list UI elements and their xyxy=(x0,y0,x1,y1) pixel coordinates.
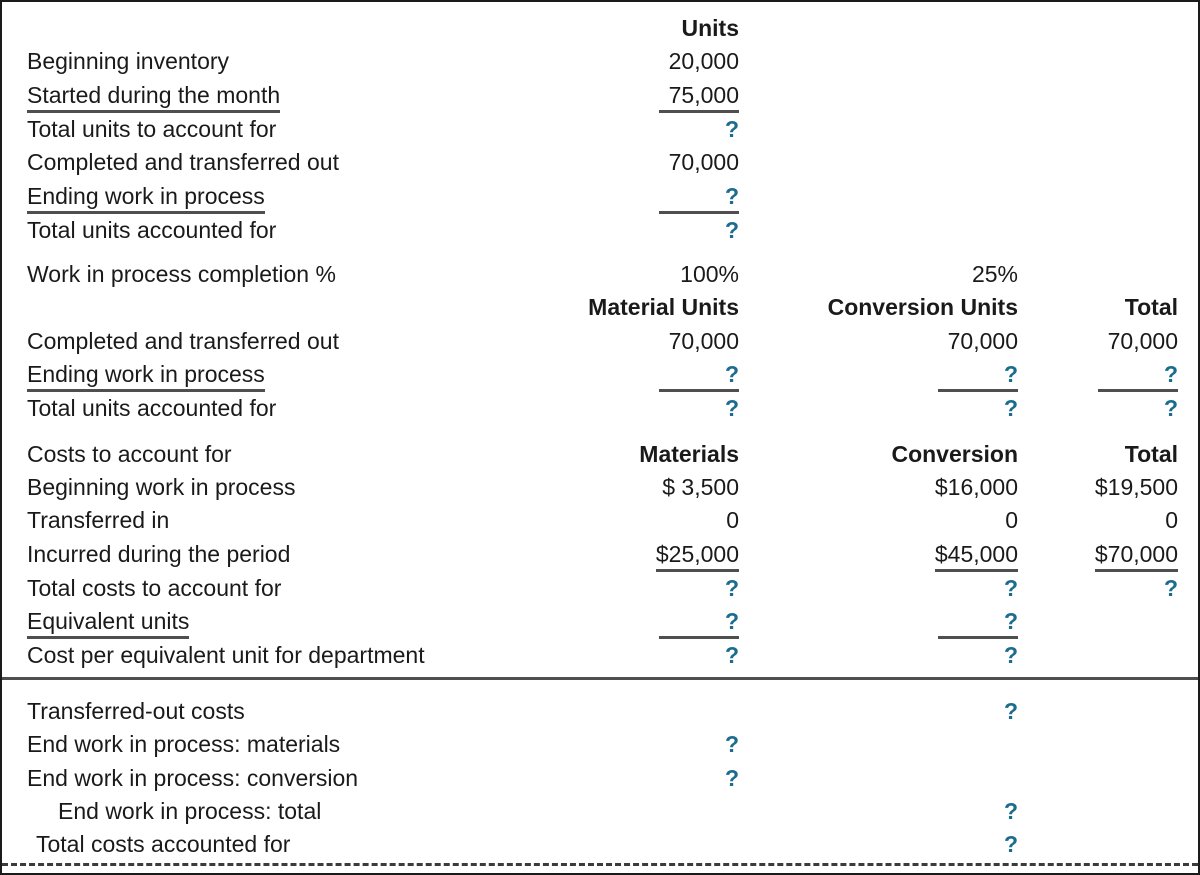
row-label: Equivalent units xyxy=(27,608,190,640)
row-total-units-accounted-for: Total units accounted for ? xyxy=(2,214,1198,247)
end-wip-materials-placeholder: ? xyxy=(724,731,739,758)
end-wip-total-placeholder: ? xyxy=(1003,797,1018,824)
total-cost-value: $70,000 xyxy=(1094,541,1178,572)
row-total-units-to-account-for: Total units to account for ? xyxy=(2,113,1198,146)
conversion-completion-percent: 25% xyxy=(971,261,1018,288)
conversion-cost-value: 0 xyxy=(1005,507,1018,534)
row-transferred-in: Transferred in 0 0 0 xyxy=(2,504,1198,537)
row-label: Transferred in xyxy=(27,507,170,534)
total-cost-value-placeholder: ? xyxy=(1163,574,1178,601)
row-beginning-wip-costs: Beginning work in process $ 3,500 $16,00… xyxy=(2,471,1198,504)
material-units-value-placeholder: ? xyxy=(659,361,739,393)
total-cost-value: $19,500 xyxy=(1094,474,1178,501)
row-started-during-month: Started during the month 75,000 xyxy=(2,79,1198,113)
row-label: End work in process: conversion xyxy=(27,764,359,791)
row-equivalent-units: Equivalent units ? ? xyxy=(2,605,1198,640)
cost-reconciliation-section: Transferred-out costs ? End work in proc… xyxy=(2,695,1198,862)
units-value-placeholder: ? xyxy=(724,115,739,142)
total-units-value-placeholder: ? xyxy=(1098,361,1178,393)
total-units-value: 70,000 xyxy=(1107,327,1178,354)
material-units-value-placeholder: ? xyxy=(724,395,739,422)
conversion-cost-value: $45,000 xyxy=(934,541,1018,572)
units-column-header: Units xyxy=(681,15,740,41)
costs-section: Costs to account for Materials Conversio… xyxy=(2,438,1198,673)
conversion-units-value-placeholder: ? xyxy=(1003,395,1018,422)
units-header-row: Units xyxy=(2,12,1198,45)
row-total-costs-to-account-for: Total costs to account for ? ? ? xyxy=(2,572,1198,605)
row-label: Total units accounted for xyxy=(27,395,277,422)
row-label: Beginning inventory xyxy=(27,48,230,75)
total-column-header: Total xyxy=(1124,294,1178,321)
end-wip-conversion-placeholder: ? xyxy=(724,764,739,791)
row-label: Ending work in process xyxy=(27,361,265,393)
conversion-cost-value: $16,000 xyxy=(934,474,1018,501)
bottom-dashed-rule xyxy=(2,863,1198,866)
conversion-cost-value-placeholder: ? xyxy=(1003,574,1018,601)
row-wip-completion-percent: Work in process completion % 100% 25% xyxy=(2,258,1198,291)
row-label: Total units accounted for xyxy=(27,216,277,243)
row-label: Total costs accounted for xyxy=(36,831,291,858)
row-beginning-inventory: Beginning inventory 20,000 xyxy=(2,45,1198,78)
materials-cost-per-eu-placeholder: ? xyxy=(724,642,739,669)
units-value: 20,000 xyxy=(668,48,739,75)
section-divider xyxy=(2,676,1198,680)
row-cost-per-equivalent-unit: Cost per equivalent unit for department … xyxy=(2,639,1198,672)
row-label: Total costs to account for xyxy=(27,574,282,601)
row-label: Started during the month xyxy=(27,82,281,113)
row-total-costs-accounted-for: Total costs accounted for ? xyxy=(2,828,1198,861)
material-units-value: 70,000 xyxy=(668,327,739,354)
row-label: End work in process: total xyxy=(58,797,322,824)
materials-cost-value: 0 xyxy=(726,507,739,534)
conversion-units-column-header: Conversion Units xyxy=(827,294,1018,321)
conversion-units-value-placeholder: ? xyxy=(938,361,1018,393)
row-label: Beginning work in process xyxy=(27,474,296,501)
units-value: 75,000 xyxy=(659,82,739,113)
row-label: Completed and transferred out xyxy=(27,327,339,354)
materials-cost-value: $ 3,500 xyxy=(662,474,739,501)
row-label: Transferred-out costs xyxy=(27,697,245,724)
units-section: Units Beginning inventory 20,000 Started… xyxy=(2,12,1198,247)
equivalent-units-header-row: Material Units Conversion Units Total xyxy=(2,291,1198,324)
units-value-placeholder: ? xyxy=(724,216,739,243)
row-label: Ending work in process xyxy=(27,183,265,214)
row-ending-work-in-process: Ending work in process ? xyxy=(2,180,1198,214)
total-column-header: Total xyxy=(1124,440,1178,467)
material-completion-percent: 100% xyxy=(680,261,739,288)
row-label: Cost per equivalent unit for department xyxy=(27,642,425,669)
row-label: Work in process completion % xyxy=(27,261,336,288)
total-units-value-placeholder: ? xyxy=(1163,395,1178,422)
row-end-wip-conversion: End work in process: conversion ? xyxy=(2,762,1198,795)
row-label: End work in process: materials xyxy=(27,731,341,758)
conversion-units-value: 70,000 xyxy=(947,327,1018,354)
row-ending-work-in-process-eu: Ending work in process ? ? ? xyxy=(2,358,1198,393)
conversion-equivalent-units-placeholder: ? xyxy=(938,608,1018,640)
conversion-column-header: Conversion xyxy=(891,440,1018,467)
materials-column-header: Materials xyxy=(639,440,739,467)
costs-section-label: Costs to account for xyxy=(27,440,232,467)
units-value-placeholder: ? xyxy=(659,183,739,214)
materials-cost-value: $25,000 xyxy=(655,541,739,572)
total-cost-value: 0 xyxy=(1165,507,1178,534)
row-completed-transferred-out: Completed and transferred out 70,000 xyxy=(2,146,1198,179)
row-end-wip-materials: End work in process: materials ? xyxy=(2,728,1198,761)
materials-equivalent-units-placeholder: ? xyxy=(659,608,739,640)
row-label: Total units to account for xyxy=(27,115,277,142)
transferred-out-costs-placeholder: ? xyxy=(1003,697,1018,724)
conversion-cost-per-eu-placeholder: ? xyxy=(1003,642,1018,669)
row-total-units-accounted-for-eu: Total units accounted for ? ? ? xyxy=(2,392,1198,425)
row-completed-transferred-out-eu: Completed and transferred out 70,000 70,… xyxy=(2,325,1198,358)
costs-header-row: Costs to account for Materials Conversio… xyxy=(2,438,1198,471)
material-units-column-header: Material Units xyxy=(588,294,739,321)
row-label: Incurred during the period xyxy=(27,540,291,567)
row-label: Completed and transferred out xyxy=(27,149,339,176)
materials-cost-value-placeholder: ? xyxy=(724,574,739,601)
row-transferred-out-costs: Transferred-out costs ? xyxy=(2,695,1198,728)
equivalent-units-section: Work in process completion % 100% 25% Ma… xyxy=(2,258,1198,426)
row-end-wip-total: End work in process: total ? xyxy=(2,795,1198,828)
total-costs-accounted-for-placeholder: ? xyxy=(1003,831,1018,858)
row-incurred-during-period: Incurred during the period $25,000 $45,0… xyxy=(2,538,1198,572)
units-value: 70,000 xyxy=(668,149,739,176)
